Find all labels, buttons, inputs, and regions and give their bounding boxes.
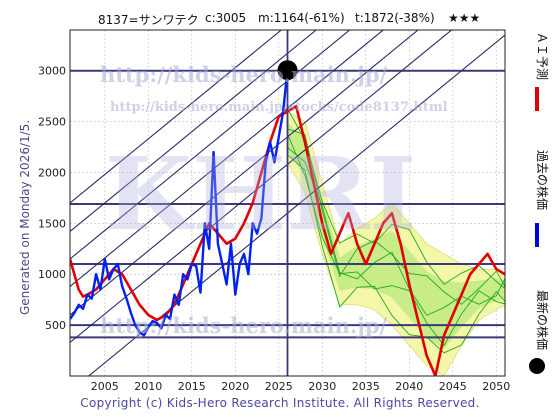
legend-ai-swatch	[535, 87, 539, 111]
header-current-price: c:3005	[205, 11, 247, 25]
legend-past-swatch	[535, 223, 539, 247]
y-tick-label: 1000	[38, 268, 66, 281]
series-line-past-price	[70, 70, 289, 337]
watermark-bottom: http://kids-hero.main.jp/	[100, 313, 388, 338]
plot-content	[70, 30, 505, 376]
legend-past-label: 過去の株価	[535, 150, 549, 211]
y-tick-label: 2000	[38, 166, 66, 179]
forecast-scenario-line	[287, 133, 505, 347]
y-tick-label: 2500	[38, 116, 66, 129]
diagonal-trend-line	[70, 30, 283, 204]
x-tick-label: 2015	[178, 380, 206, 393]
plot-frame	[69, 29, 506, 377]
y-tick-label: 500	[45, 319, 66, 332]
x-tick-label: 2030	[308, 380, 336, 393]
legend-latest-marker	[529, 358, 545, 374]
watermark-mid: http://kids-hero.main.jp/stocks/code8137…	[110, 100, 448, 115]
header-m-value: m:1164(-61%)	[258, 11, 345, 25]
watermark-top: http://kids-hero.main.jp/	[100, 62, 388, 87]
x-tick-label: 2040	[395, 380, 423, 393]
x-tick-label: 2025	[265, 380, 293, 393]
header-t-value: t:1872(-38%)	[355, 11, 435, 25]
header-stars: ★★★	[448, 11, 481, 25]
x-tick-label: 2035	[352, 380, 380, 393]
x-tick-label: 2045	[439, 380, 467, 393]
copyright-footer: Copyright (c) Kids-Hero Research Institu…	[80, 396, 480, 410]
forecast-scenario-line	[287, 147, 505, 316]
x-tick-label: 2010	[134, 380, 162, 393]
legend-latest-label: 最新の株価	[535, 290, 549, 351]
legend-ai-label: ＡＩ予測	[535, 32, 549, 81]
y-tick-label: 3000	[38, 65, 66, 78]
x-tick-label: 2005	[91, 380, 119, 393]
x-tick-label: 2020	[221, 380, 249, 393]
x-tick-label: 2050	[482, 380, 510, 393]
forecast-band-inner	[287, 122, 505, 349]
series-line-ai-forecast	[70, 105, 505, 376]
header-code-name: 8137=サンワテク	[98, 13, 199, 27]
latest-price-marker	[277, 60, 298, 81]
y-tick-label: 1500	[38, 217, 66, 230]
generated-date-label: Generated on Monday 2026/1/5.	[18, 119, 32, 315]
watermark-big: KHRI	[105, 135, 417, 253]
